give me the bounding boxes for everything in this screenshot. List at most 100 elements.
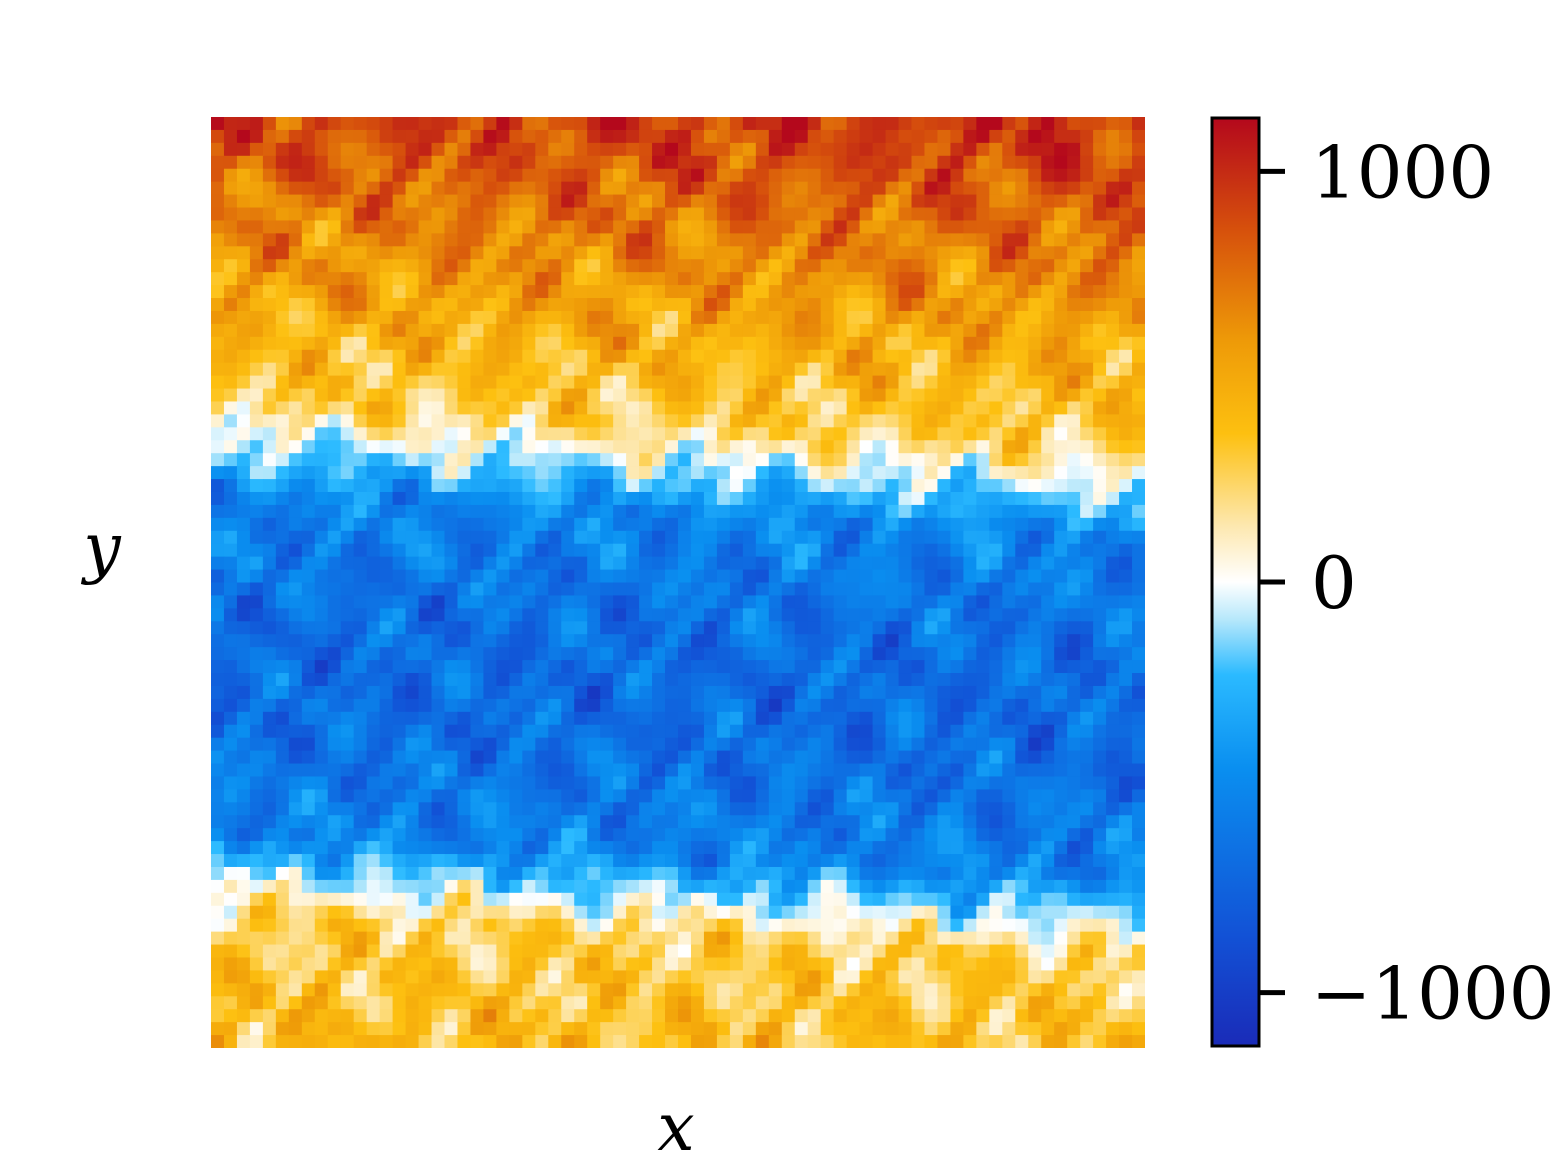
heatmap-cell bbox=[574, 129, 588, 144]
heatmap-cell bbox=[236, 530, 251, 545]
heatmap-cell bbox=[1041, 168, 1055, 183]
heatmap-cell bbox=[483, 362, 497, 377]
heatmap-cell bbox=[587, 660, 601, 674]
heatmap-cell bbox=[703, 129, 718, 144]
heatmap-cell bbox=[223, 117, 238, 131]
heatmap-cell bbox=[781, 504, 796, 519]
heatmap-cell bbox=[1015, 996, 1029, 1010]
heatmap-cell bbox=[353, 673, 368, 687]
heatmap-cell bbox=[729, 155, 744, 170]
heatmap-cell bbox=[1132, 828, 1145, 842]
heatmap-cell bbox=[600, 737, 614, 752]
heatmap-cell bbox=[327, 349, 342, 364]
heatmap-cell bbox=[561, 892, 575, 907]
heatmap-cell bbox=[898, 530, 913, 545]
heatmap-cell bbox=[652, 323, 666, 338]
heatmap-cell bbox=[574, 440, 588, 454]
heatmap-cell bbox=[1093, 841, 1107, 855]
heatmap-cell bbox=[327, 582, 342, 597]
heatmap-cell bbox=[275, 388, 290, 403]
heatmap-cell bbox=[275, 802, 290, 816]
heatmap-cell bbox=[405, 129, 420, 144]
heatmap-cell bbox=[223, 129, 238, 144]
heatmap-cell bbox=[1054, 142, 1068, 157]
heatmap-cell bbox=[470, 621, 485, 635]
heatmap-cell bbox=[327, 737, 342, 752]
heatmap-cell bbox=[587, 789, 601, 803]
heatmap-cell bbox=[665, 155, 679, 170]
heatmap-cell bbox=[703, 543, 718, 558]
heatmap-cell bbox=[457, 259, 472, 273]
heatmap-cell bbox=[937, 336, 952, 351]
heatmap-cell bbox=[548, 866, 562, 881]
heatmap-cell bbox=[366, 698, 381, 713]
heatmap-cell bbox=[1002, 298, 1016, 312]
heatmap-cell bbox=[872, 246, 887, 260]
heatmap-cell bbox=[703, 996, 718, 1010]
heatmap-cell bbox=[561, 530, 575, 545]
heatmap-cell bbox=[794, 543, 809, 558]
heatmap-cell bbox=[340, 724, 355, 739]
heatmap-cell bbox=[574, 789, 588, 803]
heatmap-cell bbox=[262, 815, 277, 829]
heatmap-cell bbox=[820, 466, 835, 480]
heatmap-cell bbox=[1106, 181, 1120, 196]
heatmap-cell bbox=[211, 957, 225, 972]
heatmap-cell bbox=[1028, 530, 1042, 545]
heatmap-cell bbox=[379, 194, 394, 209]
heatmap-cell bbox=[1041, 349, 1055, 364]
heatmap-cell bbox=[703, 259, 718, 273]
heatmap-cell bbox=[859, 685, 874, 700]
heatmap-cell bbox=[509, 737, 523, 752]
heatmap-cell bbox=[626, 737, 640, 752]
heatmap-cell bbox=[561, 323, 575, 338]
heatmap-cell bbox=[301, 142, 316, 157]
heatmap-cell bbox=[1028, 543, 1042, 558]
heatmap-cell bbox=[846, 310, 861, 325]
heatmap-cell bbox=[262, 323, 277, 338]
heatmap-cell bbox=[976, 944, 990, 959]
heatmap-cell bbox=[820, 841, 835, 855]
heatmap-cell bbox=[613, 685, 627, 700]
heatmap-cell bbox=[496, 181, 510, 196]
heatmap-cell bbox=[522, 776, 536, 790]
heatmap-cell bbox=[639, 504, 653, 519]
heatmap-cell bbox=[561, 517, 575, 532]
heatmap-cell bbox=[379, 944, 394, 959]
heatmap-cell bbox=[1054, 440, 1068, 454]
heatmap-cell bbox=[1067, 763, 1081, 778]
heatmap-cell bbox=[211, 1009, 225, 1023]
heatmap-cell bbox=[613, 117, 627, 131]
heatmap-cell bbox=[1041, 802, 1055, 816]
heatmap-cell bbox=[470, 207, 485, 222]
heatmap-cell bbox=[223, 608, 238, 622]
heatmap-cell bbox=[301, 996, 316, 1010]
heatmap-cell bbox=[340, 362, 355, 377]
heatmap-cell bbox=[457, 711, 472, 726]
heatmap-cell bbox=[444, 854, 459, 868]
heatmap-cell bbox=[703, 530, 718, 545]
heatmap-cell bbox=[249, 479, 264, 493]
heatmap-cell bbox=[976, 957, 990, 972]
heatmap-cell bbox=[1119, 595, 1133, 609]
heatmap-cell bbox=[937, 259, 952, 273]
heatmap-cell bbox=[288, 336, 303, 351]
heatmap-cell bbox=[613, 349, 627, 364]
heatmap-cell bbox=[1054, 117, 1068, 131]
heatmap-cell bbox=[898, 453, 913, 467]
heatmap-cell bbox=[405, 582, 420, 597]
heatmap-cell bbox=[457, 504, 472, 519]
heatmap-cell bbox=[755, 892, 770, 907]
heatmap-cell bbox=[781, 828, 796, 842]
heatmap-cell bbox=[223, 310, 238, 325]
heatmap-cell bbox=[768, 427, 783, 441]
heatmap-cell bbox=[833, 737, 848, 752]
heatmap-cell bbox=[327, 647, 342, 661]
heatmap-cell bbox=[444, 530, 459, 545]
heatmap-cell bbox=[314, 259, 329, 273]
heatmap-cell bbox=[249, 194, 264, 209]
heatmap-cell bbox=[703, 931, 718, 946]
heatmap-cell bbox=[950, 543, 964, 558]
heatmap-cell bbox=[535, 828, 549, 842]
heatmap-cell bbox=[807, 129, 822, 144]
